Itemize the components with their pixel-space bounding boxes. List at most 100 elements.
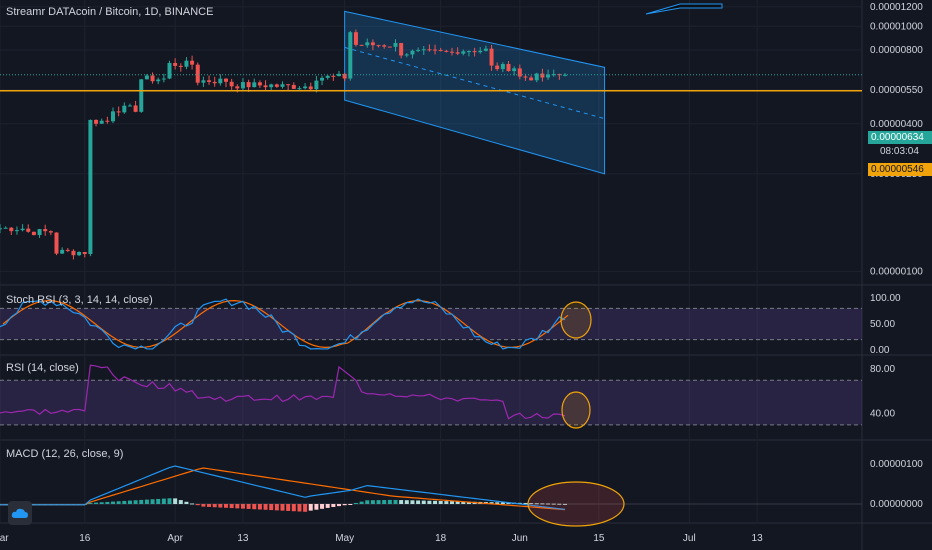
candle-body [291, 84, 296, 89]
macd-histogram-bar [438, 500, 443, 504]
candle-body [438, 50, 443, 52]
candle-body [77, 251, 82, 256]
macd-tick-label: 0.00000000 [870, 499, 923, 510]
macd-histogram-bar [529, 503, 534, 505]
time-tick-label: Jun [512, 533, 528, 544]
macd-histogram-bar [421, 500, 426, 504]
countdown-tag: 08:03:04 [868, 145, 932, 158]
macd-histogram-bar [387, 499, 392, 504]
macd-histogram-bar [455, 501, 460, 504]
candle-body [557, 74, 562, 76]
candle-body [563, 74, 567, 76]
stoch-band [0, 308, 862, 340]
macd-histogram-bar [269, 504, 274, 511]
rsi-highlight-circle [561, 391, 591, 429]
stoch-tick-label: 50.00 [870, 319, 895, 330]
macd-histogram-bar [427, 500, 432, 504]
candle-body [387, 46, 392, 48]
macd-histogram-bar [489, 502, 494, 504]
macd-histogram-bar [359, 501, 364, 504]
time-tick-label: Jul [683, 533, 696, 544]
macd-histogram-bar [551, 503, 556, 505]
macd-histogram-bar [94, 502, 99, 504]
macd-histogram-bar [161, 498, 166, 504]
candle-body [43, 229, 48, 232]
candle-body [212, 81, 217, 84]
stoch-rsi-label[interactable]: Stoch RSI (3, 3, 14, 14, close) [6, 294, 153, 306]
stoch-tick-label: 100.00 [870, 293, 901, 304]
macd-histogram-bar [557, 503, 562, 505]
macd-histogram-bar [563, 503, 567, 505]
candle-body [54, 232, 59, 254]
candle-body [94, 119, 99, 124]
macd-histogram-bar [314, 504, 319, 510]
candle-body [534, 73, 539, 81]
macd-histogram-bar [274, 504, 279, 511]
macd-histogram-bar [353, 502, 358, 504]
macd-histogram-bar [167, 498, 172, 504]
candle-body [3, 227, 8, 229]
candle-body [207, 80, 212, 82]
price-tick-label: 0.00001000 [870, 21, 923, 32]
macd-histogram-bar [320, 504, 325, 509]
candle-body [489, 48, 494, 66]
time-tick-label: 16 [79, 533, 91, 544]
candle-body [546, 74, 551, 78]
candle-body [144, 75, 149, 80]
candle-body [167, 62, 172, 79]
macd-histogram-bar [240, 504, 245, 509]
rsi-line [0, 364, 566, 420]
macd-histogram-bar [331, 504, 336, 508]
macd-histogram-bar [342, 504, 347, 506]
stoch-tick-label: 0.00 [870, 345, 890, 356]
candle-body [184, 60, 189, 67]
rsi-label[interactable]: RSI (14, close) [6, 362, 79, 374]
descending-channel [344, 10, 606, 175]
macd-label[interactable]: MACD (12, 26, close, 9) [6, 448, 124, 460]
candle-body [376, 45, 381, 47]
candle-body [483, 48, 488, 51]
candle-body [495, 65, 500, 70]
candle-body [218, 78, 223, 84]
candle-body [150, 75, 155, 82]
macd-line [0, 465, 566, 510]
candle-body [37, 229, 42, 236]
candle-body [274, 84, 279, 87]
chart-title: Streamr DATAcoin / Bitcoin, 1D, BINANCE [6, 6, 214, 18]
macd-histogram-bar [88, 502, 93, 504]
macd-histogram-bar [337, 504, 341, 507]
macd-histogram-bar [444, 501, 449, 504]
macd-histogram-bar [348, 504, 353, 505]
candle-body [280, 84, 285, 87]
macd-histogram-bar [235, 504, 240, 509]
candle-body [71, 250, 76, 256]
candle-body [297, 88, 302, 90]
stoch-highlight-circle [560, 301, 592, 339]
time-tick-label: Mar [0, 533, 9, 544]
candle-body [359, 44, 364, 46]
candle-body [472, 51, 477, 53]
candle-body [48, 231, 53, 233]
macd-histogram-bar [201, 504, 206, 507]
tradingview-logo[interactable] [8, 501, 32, 525]
candle-body [173, 62, 178, 66]
candle-body [512, 68, 517, 72]
time-tick-label: 15 [593, 533, 605, 544]
candle-body [127, 105, 132, 107]
macd-histogram-bar [308, 504, 313, 511]
candle-body [461, 51, 466, 54]
candle-body [517, 68, 522, 77]
candle-body [314, 80, 319, 90]
candle-body [540, 73, 545, 78]
candle-body [506, 63, 511, 72]
macd-histogram-bar [280, 504, 285, 511]
stoch-k-line [0, 298, 566, 350]
macd-histogram-bar [506, 502, 511, 504]
time-tick-label: 13 [752, 533, 764, 544]
candle-body [500, 63, 505, 70]
candle-body [190, 60, 195, 65]
macd-histogram-bar [246, 504, 251, 509]
candle-body [252, 82, 257, 88]
